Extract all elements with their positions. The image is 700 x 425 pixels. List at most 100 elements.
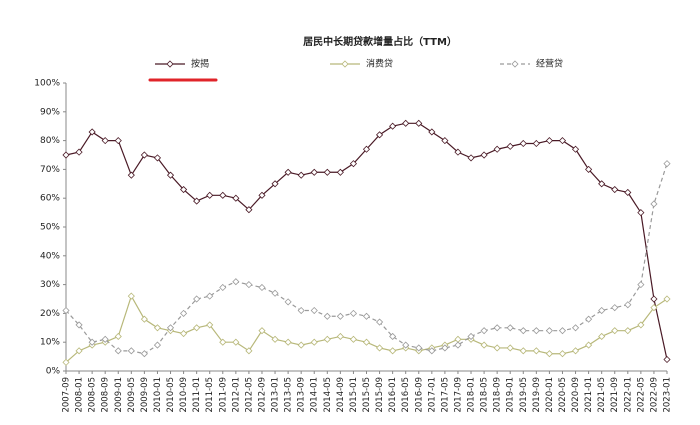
- y-tick-label: 50%: [40, 223, 60, 233]
- x-tick-label: 2010-09: [179, 377, 189, 413]
- x-tick-label: 2016-05: [401, 377, 411, 413]
- point-marker: [153, 324, 162, 332]
- x-tick-label: 2012-05: [244, 377, 254, 413]
- point-marker: [415, 344, 423, 352]
- point-marker: [375, 344, 384, 352]
- point-marker: [598, 332, 606, 341]
- point-marker: [624, 327, 632, 335]
- x-tick-label: 2009-01: [114, 377, 124, 413]
- x-tick-label: 2008-05: [88, 377, 98, 413]
- point-marker: [480, 327, 488, 335]
- x-tick-label: 2019-01: [506, 377, 516, 413]
- point-marker: [232, 194, 240, 202]
- point-marker: [506, 324, 514, 332]
- point-marker: [180, 329, 188, 338]
- point-marker: [454, 341, 462, 349]
- point-marker: [62, 306, 70, 315]
- point-marker: [532, 347, 540, 355]
- point-marker: [232, 338, 240, 346]
- point-marker: [206, 191, 214, 199]
- point-marker: [362, 145, 371, 153]
- x-tick-label: 2009-05: [127, 377, 137, 413]
- point-marker: [114, 347, 122, 355]
- point-marker: [415, 119, 423, 127]
- x-tick-label: 2008-09: [101, 377, 111, 413]
- x-tick-label: 2013-05: [284, 377, 294, 413]
- point-marker: [284, 298, 292, 306]
- point-marker: [219, 191, 227, 199]
- point-marker: [245, 347, 253, 355]
- point-marker: [75, 347, 83, 355]
- point-marker: [232, 278, 240, 286]
- y-tick-label: 0%: [46, 367, 61, 377]
- point-marker: [166, 171, 175, 179]
- point-marker: [258, 191, 266, 199]
- x-tick-label: 2022-01: [623, 377, 633, 413]
- x-tick-label: 2022-05: [636, 377, 646, 413]
- point-marker: [558, 327, 567, 335]
- point-marker: [506, 142, 514, 150]
- point-marker: [598, 306, 606, 315]
- point-marker: [153, 154, 162, 162]
- y-tick-label: 100%: [34, 79, 60, 89]
- point-marker: [375, 131, 384, 139]
- point-marker: [519, 139, 527, 148]
- x-tick-label: 2019-09: [532, 377, 542, 413]
- x-tick-label: 2018-01: [467, 377, 477, 413]
- point-marker: [598, 180, 606, 188]
- point-marker: [336, 168, 344, 176]
- point-marker: [258, 283, 266, 292]
- x-tick-label: 2017-05: [440, 377, 450, 413]
- point-marker: [206, 321, 214, 329]
- x-tick-label: 2010-01: [153, 377, 163, 413]
- point-marker: [297, 171, 305, 179]
- legend-label: 消费贷: [366, 58, 393, 70]
- x-tick-label: 2011-05: [205, 377, 215, 413]
- x-tick-label: 2018-05: [480, 377, 490, 413]
- point-marker: [571, 324, 580, 332]
- x-tick-label: 2017-09: [453, 377, 463, 413]
- point-marker: [545, 327, 553, 335]
- point-marker: [323, 335, 331, 343]
- point-marker: [88, 128, 96, 136]
- point-marker: [193, 295, 201, 303]
- point-marker: [349, 309, 358, 317]
- point-marker: [402, 119, 410, 127]
- x-tick-label: 2021-05: [597, 377, 607, 413]
- x-tick-label: 2014-05: [323, 377, 333, 413]
- point-marker: [219, 283, 227, 292]
- x-tick-label: 2021-01: [584, 377, 594, 413]
- point-marker: [284, 338, 292, 346]
- point-marker: [362, 338, 371, 346]
- point-marker: [258, 327, 266, 335]
- point-marker: [611, 304, 619, 312]
- point-marker: [245, 206, 253, 214]
- point-marker: [245, 281, 253, 289]
- point-marker: [402, 341, 410, 349]
- point-marker: [336, 312, 344, 320]
- x-tick-label: 2021-09: [610, 377, 620, 413]
- x-tick-label: 2023-01: [663, 377, 673, 413]
- legend-marker: [511, 60, 519, 68]
- x-tick-label: 2011-09: [218, 377, 228, 413]
- point-marker: [611, 327, 619, 335]
- point-marker: [114, 137, 122, 145]
- x-tick-label: 2018-09: [493, 377, 503, 413]
- point-marker: [271, 289, 279, 297]
- point-marker: [180, 309, 188, 317]
- point-marker: [101, 137, 109, 145]
- point-marker: [349, 160, 358, 168]
- point-marker: [75, 321, 83, 329]
- y-tick-label: 60%: [40, 194, 60, 204]
- point-marker: [441, 344, 449, 352]
- x-tick-label: 2014-09: [336, 377, 346, 413]
- point-marker: [310, 338, 318, 346]
- x-tick-label: 2020-05: [558, 377, 568, 413]
- x-tick-label: 2020-01: [545, 377, 555, 413]
- point-marker: [310, 306, 318, 315]
- y-tick-label: 80%: [40, 136, 60, 146]
- point-marker: [637, 209, 645, 217]
- y-tick-label: 90%: [40, 107, 60, 117]
- point-marker: [571, 145, 580, 153]
- point-marker: [519, 327, 527, 335]
